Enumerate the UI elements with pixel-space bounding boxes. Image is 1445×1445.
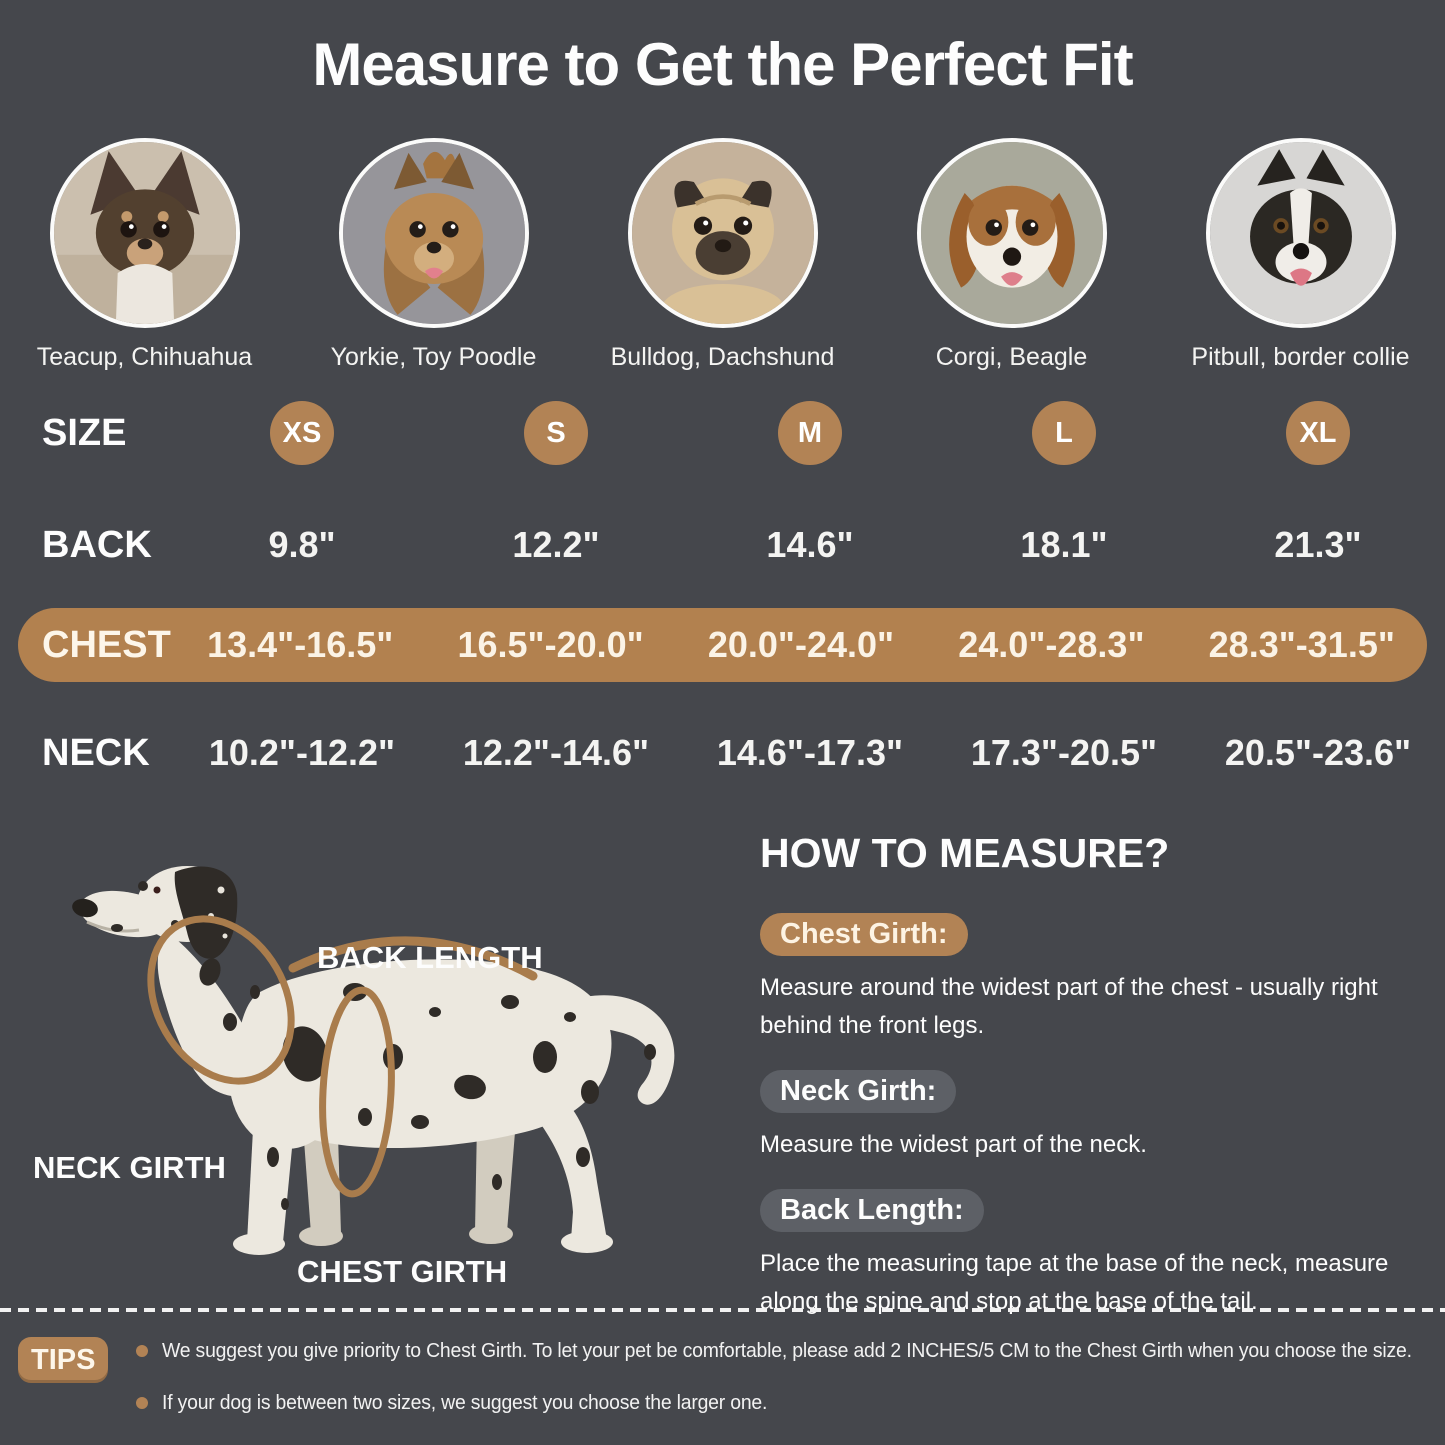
bullet-dot-icon xyxy=(136,1397,149,1409)
beagle-photo xyxy=(916,138,1107,328)
back-value-s: 12.2" xyxy=(512,524,600,565)
breed-item-beagle: Corgi, Beagle xyxy=(867,138,1156,372)
border-collie-face-illustration xyxy=(1209,142,1392,324)
row-label-chest: CHEST xyxy=(42,623,171,666)
table-row-back: BACK 9.8" 12.2" 14.6" 18.1" 21.3" xyxy=(0,510,1445,580)
neck-value-s: 12.2"-14.6" xyxy=(462,732,650,773)
back-length-arc xyxy=(288,936,538,981)
bullet-dot-icon xyxy=(136,1345,149,1357)
chest-value-s: 16.5"-20.0" xyxy=(457,624,644,665)
chest-value-xl: 28.3"-31.5" xyxy=(1208,624,1395,665)
back-length-badge: Back Length: xyxy=(760,1189,984,1232)
page-title: Measure to Get the Perfect Fit xyxy=(312,31,1133,98)
tip-item: If your dog is between two sizes, we sug… xyxy=(136,1389,1445,1417)
breed-item-yorkie: Yorkie, Toy Poodle xyxy=(289,138,578,372)
yorkie-face-illustration xyxy=(342,142,525,324)
tips-section: TIPS We suggest you give priority to Che… xyxy=(18,1337,1435,1441)
row-label-neck: NECK xyxy=(42,731,150,774)
table-row-neck: NECK 10.2"-12.2" 12.2"-14.6" 14.6"-17.3"… xyxy=(0,718,1445,788)
chest-girth-band xyxy=(319,986,395,1198)
table-row-size: SIZE XS S M L XL xyxy=(0,398,1445,468)
breed-label: Corgi, Beagle xyxy=(935,343,1088,371)
back-value-l: 18.1" xyxy=(1020,524,1108,565)
measuring-tape-bands xyxy=(147,915,538,1198)
neck-girth-band xyxy=(147,915,295,1085)
chest-value-l: 24.0"-28.3" xyxy=(958,624,1145,665)
breed-label: Teacup, Chihuahua xyxy=(36,343,253,371)
neck-girth-badge: Neck Girth: xyxy=(760,1070,957,1113)
neck-value-l: 17.3"-20.5" xyxy=(970,732,1158,773)
size-pill-s: S xyxy=(524,401,588,465)
breed-item-pug: Bulldog, Dachshund xyxy=(578,138,867,372)
size-pill-m: M xyxy=(778,401,842,465)
back-value-m: 14.6" xyxy=(766,524,854,565)
back-value-xl: 21.3" xyxy=(1274,524,1362,565)
beagle-face-illustration xyxy=(920,142,1103,324)
neck-girth-instructions: Measure the widest part of the neck. xyxy=(760,1131,1147,1158)
chest-value-m: 20.0"-24.0" xyxy=(707,624,895,665)
chest-girth-label: CHEST GIRTH xyxy=(297,1254,508,1289)
breed-photo-row: Teacup, Chihuahua xyxy=(0,138,1445,372)
dalmatian-spots xyxy=(111,881,656,1210)
pug-photo xyxy=(627,138,818,328)
size-pill-l: L xyxy=(1032,401,1096,465)
back-value-xs: 9.8" xyxy=(268,524,336,565)
breed-label: Bulldog, Dachshund xyxy=(610,343,835,371)
dog-ear xyxy=(174,866,238,959)
row-label-back: BACK xyxy=(42,523,152,566)
dog-eye xyxy=(153,886,161,894)
neck-value-xl: 20.5"-23.6" xyxy=(1224,732,1412,773)
chest-value-xs: 13.4"-16.5" xyxy=(207,624,394,665)
pug-face-illustration xyxy=(631,142,814,324)
tips-badge: TIPS xyxy=(18,1337,109,1383)
chest-girth-badge: Chest Girth: xyxy=(760,913,968,956)
row-label-size: SIZE xyxy=(42,411,127,454)
border-collie-photo xyxy=(1205,138,1396,328)
how-to-measure-section: HOW TO MEASURE? Chest Girth: Measure aro… xyxy=(760,830,1428,1346)
how-to-measure-heading: HOW TO MEASURE? xyxy=(760,830,1170,876)
neck-value-m: 14.6"-17.3" xyxy=(716,732,904,773)
dalmatian-dog-illustration xyxy=(72,866,675,1255)
chihuahua-photo xyxy=(49,138,240,328)
tips-list: We suggest you give priority to Chest Gi… xyxy=(136,1337,1445,1441)
yorkie-photo xyxy=(338,138,529,328)
breed-label: Yorkie, Toy Poodle xyxy=(330,343,537,371)
breed-item-border-collie: Pitbull, border collie xyxy=(1156,138,1445,372)
size-pill-xs: XS xyxy=(270,401,334,465)
neck-girth-label: NECK GIRTH xyxy=(33,1150,226,1185)
table-row-chest-highlighted: CHEST 13.4"-16.5" 16.5"-20.0" 20.0"-24.0… xyxy=(18,608,1427,682)
breed-label: Pitbull, border collie xyxy=(1191,343,1410,371)
dashed-divider xyxy=(0,1308,1445,1312)
chihuahua-face-illustration xyxy=(53,142,236,324)
chest-girth-instructions: Measure around the widest part of the ch… xyxy=(760,974,1378,1039)
tip-item: We suggest you give priority to Chest Gi… xyxy=(136,1337,1445,1365)
tip-text: If your dog is between two sizes, we sug… xyxy=(162,1392,768,1414)
dog-nose xyxy=(72,898,98,918)
measuring-diagram: BACK LENGTH NECK GIRTH CHEST GIRTH xyxy=(25,852,715,1302)
neck-value-xs: 10.2"-12.2" xyxy=(208,732,396,773)
breed-item-chihuahua: Teacup, Chihuahua xyxy=(0,138,289,372)
tip-text: We suggest you give priority to Chest Gi… xyxy=(162,1340,1413,1362)
size-pill-xl: XL xyxy=(1286,401,1350,465)
back-length-label: BACK LENGTH xyxy=(317,940,543,975)
